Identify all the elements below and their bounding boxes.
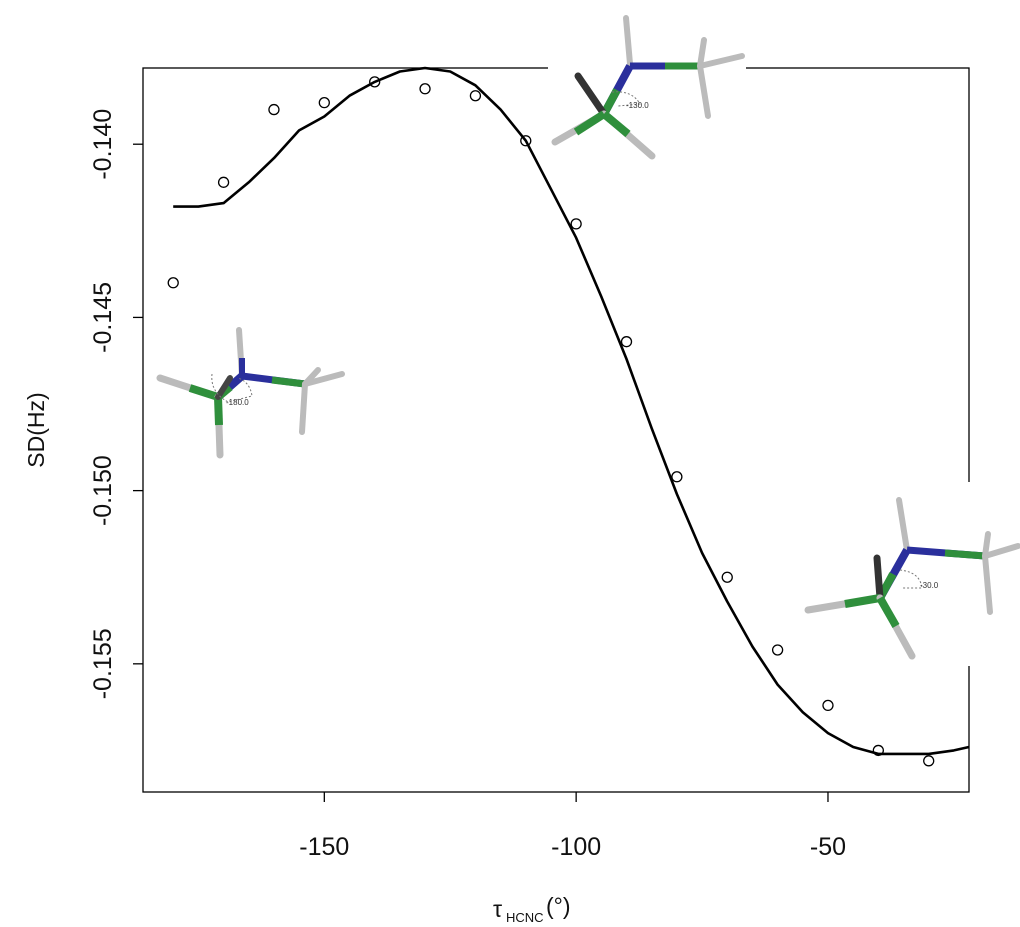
y-axis: -0.140 -0.145 -0.150 -0.155	[89, 109, 143, 699]
data-point	[217, 176, 230, 188]
data-points	[167, 76, 935, 767]
x-axis-title-symbol: τ	[493, 896, 502, 922]
data-point	[771, 644, 784, 656]
y-axis-title: SD(Hz)	[23, 392, 49, 467]
x-axis-title: τ HCNC (°)	[493, 893, 571, 925]
dihedral-label-left: -180.0	[226, 398, 249, 407]
x-axis: -150 -100 -50	[299, 792, 846, 861]
molecule-inset-left: -180.0	[156, 327, 345, 459]
y-tick-label: -0.150	[89, 455, 117, 526]
y-tick-label: -0.140	[89, 109, 117, 180]
y-tick-label: -0.155	[89, 628, 117, 699]
data-point	[419, 83, 431, 95]
data-point	[822, 699, 834, 712]
molecule-inset-top: -130.0	[548, 10, 746, 170]
x-tick-label: -50	[810, 833, 846, 861]
data-point	[872, 744, 884, 757]
data-point	[923, 755, 935, 767]
data-point	[721, 571, 733, 583]
data-point	[167, 277, 179, 289]
data-point	[520, 135, 532, 147]
fitted-curve	[173, 66, 970, 756]
dihedral-label-top: -130.0	[626, 101, 649, 110]
data-point	[318, 96, 330, 109]
data-point	[671, 471, 683, 483]
data-point	[570, 218, 582, 230]
dihedral-label-right: -30.0	[920, 581, 939, 590]
x-tick-label: -150	[299, 833, 349, 861]
molecule-inset-right: -30.0	[800, 482, 1020, 666]
x-axis-title-subscript: HCNC	[506, 910, 544, 925]
data-point	[369, 76, 381, 88]
y-tick-label: -0.145	[89, 282, 117, 353]
data-point	[469, 90, 482, 102]
data-point	[620, 336, 633, 348]
x-tick-label: -100	[551, 833, 601, 861]
data-point	[268, 103, 280, 116]
plot-frame	[142, 67, 970, 793]
x-axis-title-unit: (°)	[546, 893, 571, 919]
